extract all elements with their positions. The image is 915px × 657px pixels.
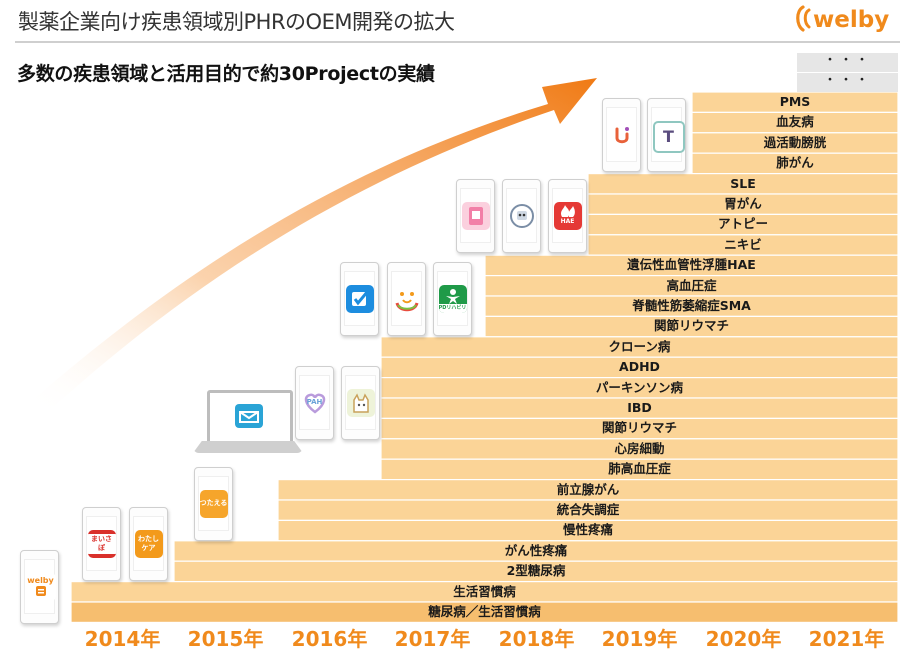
continuation-marker: ・・・ xyxy=(797,53,898,72)
t-app-icon: T xyxy=(652,120,685,153)
envelope-icon xyxy=(235,404,263,428)
disease-row-label: アトピー xyxy=(717,216,768,232)
disease-row-label: 脊髄性筋萎縮症SMA xyxy=(632,298,751,313)
phone-maisaho: まいさぽ xyxy=(82,507,121,581)
phone-tsutaeru: つたえる xyxy=(194,467,233,541)
page-title: 製薬企業向け疾患領域別PHRのOEM開発の拡大 xyxy=(18,10,455,34)
year-label: 2020年 xyxy=(705,627,782,651)
disease-row-label: 肺がん xyxy=(776,155,814,171)
pd-rehab-icon: PDリハビリ xyxy=(438,284,467,313)
phone-u xyxy=(602,98,641,172)
disease-row-label: 胃がん xyxy=(724,196,762,211)
pah-heart-icon: PAH xyxy=(300,388,329,417)
phone-hae: HAE xyxy=(548,179,587,253)
disease-row-bar xyxy=(70,601,899,623)
year-label: 2017年 xyxy=(394,627,471,651)
hae-app-icon: HAE xyxy=(553,201,582,230)
laptop-base xyxy=(193,441,303,453)
pink-book-icon xyxy=(461,201,490,230)
disease-row-label: 過活動膀胱 xyxy=(763,134,827,150)
year-label: 2018年 xyxy=(498,627,575,651)
growth-arrow xyxy=(35,78,597,412)
check-icon xyxy=(345,284,374,313)
title-divider xyxy=(15,41,900,43)
disease-row-label: 2型糖尿病 xyxy=(506,563,566,579)
cat-icon xyxy=(346,388,375,417)
disease-row-label: 糖尿病／生活習慣病 xyxy=(428,604,541,619)
disease-row-label: 関節リウマチ xyxy=(653,318,729,334)
logo-text: welby xyxy=(813,7,889,33)
phone-cat xyxy=(341,366,380,440)
disease-row-label: ADHD xyxy=(619,359,660,375)
phone-check xyxy=(340,262,379,336)
disease-row-label: ニキビ xyxy=(724,236,762,252)
robot-icon xyxy=(507,201,536,230)
phone-pink xyxy=(456,179,495,253)
disease-row-label: クローン病 xyxy=(608,338,671,354)
disease-row-label: 前立腺がん xyxy=(556,481,620,497)
year-label: 2021年 xyxy=(808,627,885,651)
disease-row-label: PMS xyxy=(779,94,811,109)
disease-row-label: パーキンソン病 xyxy=(595,379,684,395)
u-app-icon xyxy=(607,120,636,149)
phone-pd-rehab: PDリハビリ xyxy=(433,262,472,336)
year-label: 2016年 xyxy=(291,627,368,651)
watashi-care-app-icon: わたし ケア xyxy=(134,529,163,558)
disease-row-label: 遺伝性血管性浮腫HAE xyxy=(627,257,756,273)
disease-row-label: SLE xyxy=(730,175,756,191)
phone-t: T xyxy=(647,98,686,172)
disease-row-label: 肺高血圧症 xyxy=(608,461,671,477)
tsutaeru-app-icon: つたえる xyxy=(199,489,228,518)
disease-row-label: 関節リウマチ xyxy=(601,420,677,436)
disease-row-label: 高血圧症 xyxy=(666,277,717,293)
disease-row-label: 生活習慣病 xyxy=(453,583,516,599)
maisaho-app-icon: まいさぽ xyxy=(87,529,116,558)
year-label: 2015年 xyxy=(187,627,264,651)
year-label: 2019年 xyxy=(601,627,678,651)
year-label: 2014年 xyxy=(84,627,161,651)
disease-row-label: 血友病 xyxy=(776,114,814,130)
continuation-marker: ・・・ xyxy=(797,73,898,92)
disease-row-label: IBD xyxy=(627,400,652,415)
phone-welby: welby xyxy=(20,550,59,624)
welby-app-icon: welby xyxy=(25,572,56,601)
disease-row-label: 慢性疼痛 xyxy=(562,522,613,538)
phone-smile xyxy=(387,262,426,336)
smile-icon xyxy=(392,284,421,313)
laptop xyxy=(207,390,293,446)
phone-pah: PAH xyxy=(295,366,334,440)
disease-row-label: 心房細動 xyxy=(614,440,665,456)
phone-watashi-care: わたし ケア xyxy=(129,507,168,581)
page-subtitle: 多数の疾患領域と活用目的で約30Projectの実績 xyxy=(17,63,435,85)
disease-row-label: 統合失調症 xyxy=(556,502,620,517)
disease-row-label: がん性疼痛 xyxy=(504,542,568,558)
bars-layer xyxy=(70,91,899,623)
phone-robot xyxy=(502,179,541,253)
welby-logo: welby xyxy=(793,1,905,35)
